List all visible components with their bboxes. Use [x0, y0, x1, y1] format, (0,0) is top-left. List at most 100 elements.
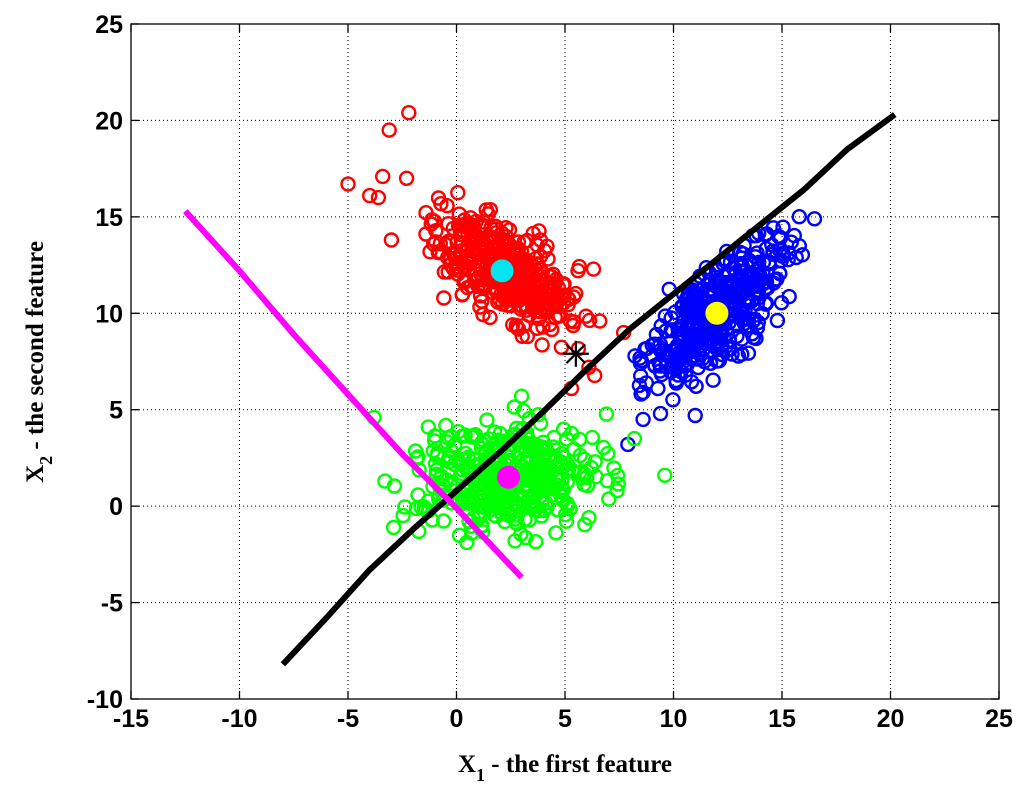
data-point: [438, 417, 454, 434]
data-point: [690, 359, 706, 376]
data-point: [791, 208, 807, 225]
data-point: [772, 230, 789, 246]
data-point: [665, 357, 681, 374]
data-point: [520, 262, 536, 278]
data-point: [702, 334, 718, 350]
data-point: [534, 467, 550, 483]
data-point: [546, 429, 562, 446]
data-point: [427, 234, 444, 250]
data-point: [435, 513, 452, 529]
boundary-line-magenta: [183, 209, 524, 580]
data-point: [773, 295, 790, 311]
data-point: [750, 314, 766, 331]
data-point: [436, 290, 452, 306]
data-point: [492, 425, 508, 442]
data-point: [536, 502, 552, 519]
data-point: [458, 273, 474, 290]
x-tick-label: 10: [660, 705, 688, 733]
data-point: [509, 516, 525, 532]
data-point: [428, 466, 444, 482]
data-point: [513, 388, 530, 404]
data-point: [498, 228, 514, 245]
data-point: [514, 298, 530, 315]
data-point: [581, 359, 597, 375]
plot-area: [131, 24, 999, 699]
data-point: [446, 437, 463, 453]
asterisk-point: [562, 340, 589, 367]
data-point: [606, 460, 622, 476]
data-point: [595, 439, 612, 456]
data-point: [747, 283, 763, 300]
data-point: [530, 407, 547, 423]
data-point: [550, 469, 566, 485]
y-tick-label: 10: [95, 300, 123, 328]
data-point: [581, 510, 597, 526]
data-point: [705, 372, 721, 388]
data-point: [377, 473, 393, 489]
data-layer: [183, 104, 897, 667]
data-point: [542, 316, 558, 333]
data-point: [775, 245, 791, 262]
x-tick-label: 25: [985, 705, 1013, 733]
centroid-1: [490, 259, 514, 283]
data-point: [362, 187, 378, 204]
data-point: [695, 280, 711, 297]
data-point: [527, 502, 543, 518]
data-point: [722, 341, 738, 357]
data-point: [517, 282, 533, 298]
data-point: [535, 319, 551, 335]
data-point: [491, 291, 508, 308]
data-point: [657, 467, 673, 483]
data-point: [791, 238, 807, 254]
data-point: [440, 215, 456, 232]
data-point: [652, 405, 669, 422]
data-point: [459, 534, 475, 551]
data-point: [420, 419, 436, 435]
y-tick-label: 20: [95, 107, 123, 135]
data-point: [425, 443, 441, 459]
data-point: [543, 447, 559, 464]
data-point: [432, 470, 448, 487]
data-point: [479, 412, 495, 428]
x-tick-labels: -15 -10 -5 0 5 10 15 20 25: [113, 705, 1013, 733]
data-point: [401, 104, 417, 121]
data-point: [562, 501, 578, 517]
data-point: [476, 214, 492, 230]
data-point: [665, 392, 681, 408]
data-point: [370, 189, 387, 206]
data-point: [757, 227, 774, 243]
data-point: [687, 407, 703, 424]
data-point: [514, 328, 530, 344]
data-point: [706, 286, 723, 302]
data-point: [769, 271, 785, 287]
data-point: [609, 483, 625, 499]
y-tick-label: -5: [101, 590, 123, 618]
data-point: [780, 245, 797, 261]
data-point: [769, 312, 786, 329]
data-point: [572, 447, 588, 464]
data-point: [449, 255, 465, 272]
data-point: [545, 439, 561, 455]
data-point: [680, 321, 696, 337]
data-point: [663, 347, 679, 364]
data-point: [395, 507, 411, 524]
data-point: [651, 339, 667, 355]
data-point: [454, 428, 470, 444]
data-point: [439, 197, 455, 214]
x-tick-label: 0: [450, 705, 464, 733]
data-point: [693, 282, 709, 299]
data-point: [740, 345, 757, 361]
data-point: [506, 399, 522, 415]
data-point: [748, 272, 765, 289]
data-point: [533, 300, 550, 316]
data-point: [581, 312, 598, 329]
data-point: [737, 302, 753, 319]
data-point: [550, 307, 566, 324]
data-point: [775, 219, 791, 235]
data-point: [418, 226, 434, 242]
boundary-line-black: [280, 112, 897, 667]
data-point: [537, 242, 553, 259]
y-tick-label: 15: [95, 204, 123, 232]
data-point: [688, 378, 704, 394]
